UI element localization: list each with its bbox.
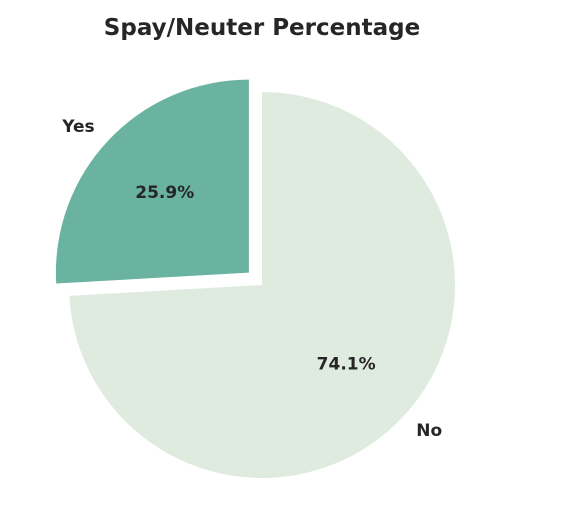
category-label-yes: Yes (61, 117, 94, 137)
pie-labels: 25.9% Yes 74.1% No (61, 117, 442, 441)
pct-label-no: 74.1% (317, 355, 376, 375)
pie-slice-no (69, 91, 456, 478)
pct-label-yes: 25.9% (135, 183, 194, 203)
chart-title: Spay/Neuter Percentage (104, 15, 420, 41)
category-label-no: No (416, 421, 442, 441)
pie-slice-yes (55, 79, 249, 284)
pie-slices (55, 79, 456, 478)
